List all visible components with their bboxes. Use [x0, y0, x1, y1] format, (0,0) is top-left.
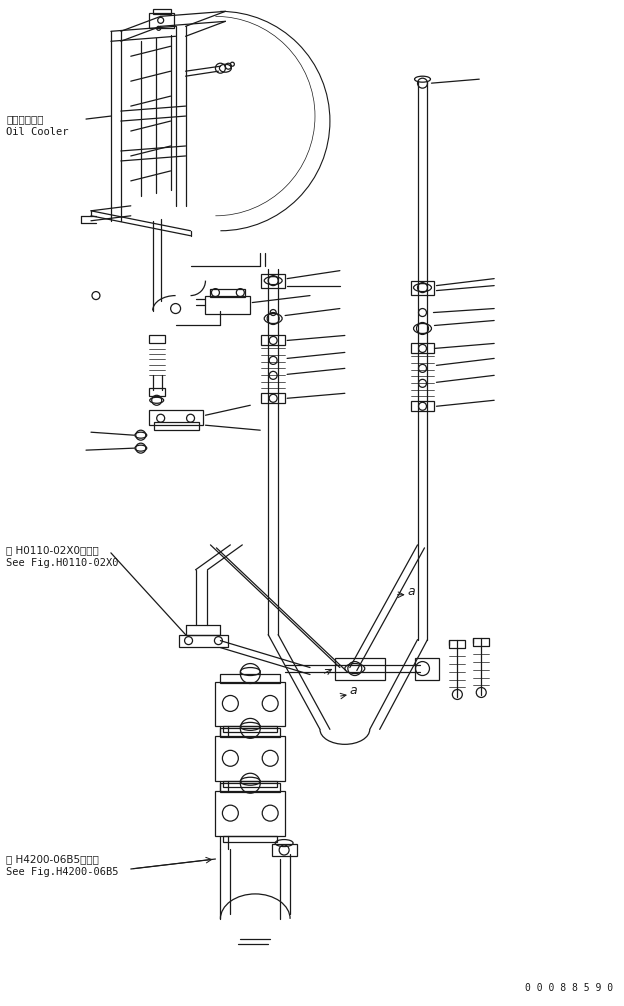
Text: a: a — [350, 684, 358, 697]
Bar — [178, 635, 228, 647]
Bar — [220, 728, 280, 737]
Bar — [261, 393, 285, 403]
Text: a: a — [407, 584, 415, 598]
Bar — [205, 296, 250, 314]
Bar — [154, 423, 198, 431]
Bar — [210, 289, 245, 297]
Text: オイルクーラ: オイルクーラ — [6, 114, 44, 124]
Bar — [149, 410, 203, 426]
Bar — [215, 681, 285, 726]
Bar — [220, 784, 280, 792]
Bar — [220, 674, 280, 682]
Bar — [223, 726, 277, 732]
Bar — [215, 736, 285, 782]
Bar — [414, 658, 439, 679]
Text: 第 H0110-02X0図参照: 第 H0110-02X0図参照 — [6, 545, 99, 555]
Bar — [411, 343, 434, 353]
Bar — [223, 836, 277, 842]
Bar — [149, 388, 165, 396]
Bar — [449, 640, 466, 648]
Text: 0 0 0 8 8 5 9 0: 0 0 0 8 8 5 9 0 — [525, 983, 613, 993]
Text: See Fig.H4200-06B5: See Fig.H4200-06B5 — [6, 867, 119, 877]
Bar — [215, 791, 285, 836]
Bar — [149, 335, 165, 343]
Bar — [335, 658, 384, 679]
Bar — [272, 844, 297, 856]
Bar — [411, 281, 434, 295]
Bar — [411, 401, 434, 411]
Bar — [223, 782, 277, 788]
Bar — [149, 13, 173, 28]
Text: Oil Cooler: Oil Cooler — [6, 127, 69, 137]
Bar — [473, 638, 489, 646]
Text: 第 H4200-06B5図参照: 第 H4200-06B5図参照 — [6, 854, 99, 864]
Bar — [153, 9, 170, 14]
Bar — [261, 274, 285, 288]
Text: See Fig.H0110-02X0: See Fig.H0110-02X0 — [6, 558, 119, 567]
Bar — [261, 335, 285, 345]
